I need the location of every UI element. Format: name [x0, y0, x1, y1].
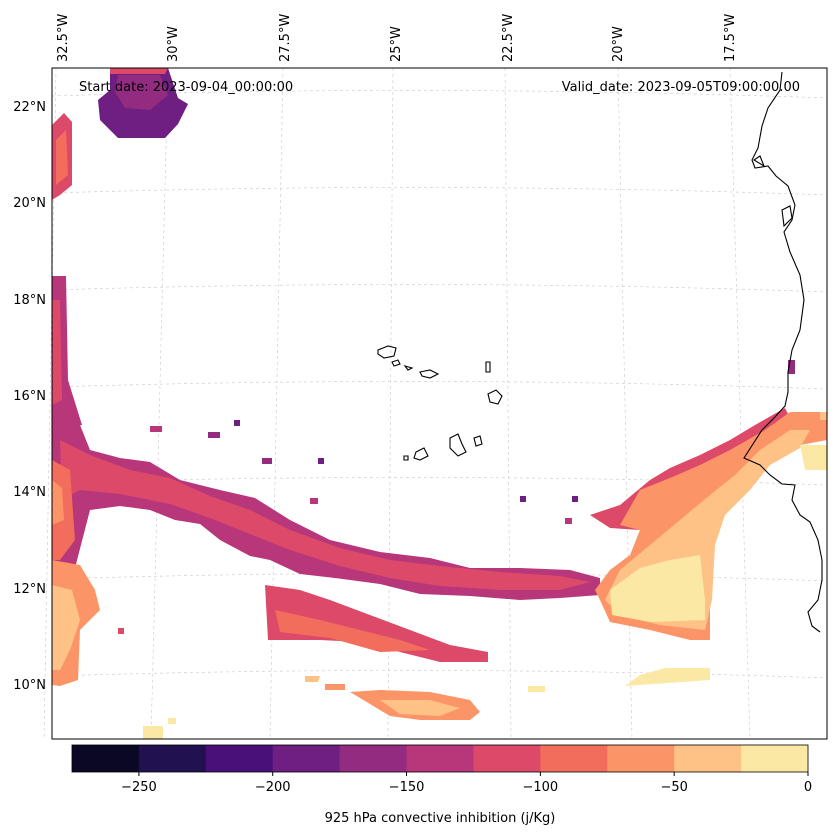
contour-patch — [565, 518, 572, 524]
lon-label: 30°W — [166, 26, 181, 62]
cin-contours — [52, 68, 827, 739]
contour-patch — [60, 440, 590, 590]
colorbar-frame — [71, 744, 809, 773]
contour-patch — [115, 75, 168, 110]
colorbar-tick-label: −150 — [389, 780, 425, 795]
contour-patch — [56, 130, 68, 185]
contour-patch — [110, 68, 168, 74]
lat-label: 20°N — [13, 196, 46, 211]
coastlines — [377, 71, 823, 633]
contour-patch — [143, 726, 163, 739]
contour-patch — [572, 496, 578, 502]
contour-patch — [800, 445, 827, 470]
map-frame — [51, 67, 828, 740]
contour-patch — [318, 458, 324, 464]
colorbar-swatch — [406, 745, 474, 772]
lon-label: 32.5°W — [56, 14, 71, 62]
contour-patch — [310, 498, 318, 504]
contour-patch — [150, 426, 162, 432]
lon-label: 20°W — [611, 26, 626, 62]
colorbar-swatch — [674, 745, 742, 772]
colorbar-swatch — [607, 745, 675, 772]
lat-label: 14°N — [13, 485, 46, 500]
colorbar-swatch — [72, 745, 140, 772]
lon-label: 22.5°W — [501, 14, 516, 62]
colorbar-swatch — [272, 745, 341, 772]
contour-patch — [380, 700, 460, 716]
colorbar-label: 925 hPa convective inhibition (j/Kg) — [325, 811, 556, 826]
lat-label: 12°N — [13, 582, 46, 597]
longitude-labels: 32.5°W 30°W 27.5°W 25°W 22.5°W 20°W 17.5… — [56, 14, 738, 62]
colorbar-swatch — [138, 745, 207, 772]
latitude-labels: 22°N 20°N 18°N 16°N 14°N 12°N 10°N — [13, 100, 46, 693]
contour-patch — [275, 610, 430, 652]
lat-label: 22°N — [13, 100, 46, 115]
valid-date-label: Valid_date: 2023-09-05T09:00:00.00 — [562, 80, 800, 95]
contour-patch — [208, 432, 220, 438]
lat-label: 18°N — [13, 293, 46, 308]
contour-patch — [625, 668, 710, 686]
lat-label: 10°N — [13, 678, 46, 693]
contour-patch — [52, 480, 64, 525]
contour-patch — [52, 300, 62, 405]
contour-patch — [820, 412, 827, 420]
start-date-label: Start date: 2023-09-04_00:00:00 — [79, 80, 293, 95]
lat-label: 16°N — [13, 389, 46, 404]
colorbar-swatch — [205, 745, 274, 772]
contour-patch — [520, 496, 526, 502]
colorbar-tick-label: −200 — [255, 780, 291, 795]
contour-patch — [52, 585, 80, 670]
colorbar-tick-label: −100 — [523, 780, 559, 795]
contour-patch — [610, 555, 705, 622]
colorbar-swatch — [339, 745, 408, 772]
lon-label: 27.5°W — [278, 14, 293, 62]
contour-patch — [168, 718, 176, 724]
colorbar-tick-label: −250 — [121, 780, 157, 795]
colorbar-tick-label: −50 — [660, 780, 687, 795]
lon-label: 25°W — [389, 26, 404, 62]
contour-patch — [265, 585, 488, 662]
contour-patch — [325, 684, 345, 690]
contour-patch — [528, 686, 545, 692]
colorbar: −250 −200 −150 −100 −50 0 — [71, 744, 812, 795]
contour-patch — [118, 628, 124, 634]
colorbar-swatch — [741, 745, 809, 772]
colorbar-swatch — [540, 745, 608, 772]
lon-label: 17.5°W — [723, 14, 738, 62]
contour-patch — [262, 458, 272, 464]
colorbar-swatch — [473, 745, 541, 772]
contour-patch — [305, 676, 320, 682]
contour-patch — [234, 420, 240, 426]
colorbar-tick-label: 0 — [804, 780, 812, 795]
